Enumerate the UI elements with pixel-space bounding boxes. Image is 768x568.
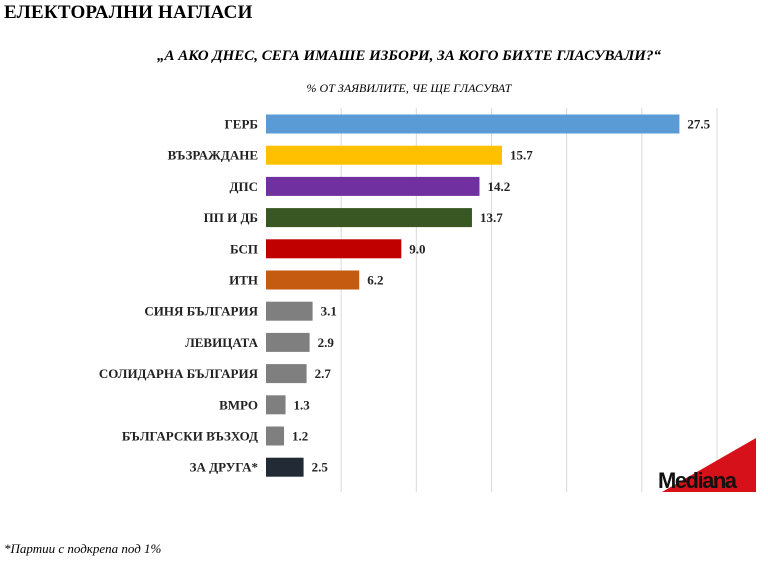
mediana-logo: Mediana [658, 438, 756, 492]
data-label: 2.7 [315, 366, 332, 381]
logo-text: Mediana [658, 468, 737, 493]
data-label: 3.1 [321, 304, 337, 319]
chart-title: „А АКО ДНЕС, СЕГА ИМАШЕ ИЗБОРИ, ЗА КОГО … [157, 48, 661, 64]
category-label: ВМРО [219, 397, 258, 412]
bar [266, 426, 285, 446]
category-label: СОЛИДАРНА БЪЛГАРИЯ [99, 366, 259, 381]
data-label: 27.5 [687, 117, 710, 132]
bar [266, 364, 307, 384]
bar [266, 145, 503, 165]
data-label: 2.9 [318, 335, 335, 350]
data-label: 9.0 [409, 241, 425, 256]
bar [266, 114, 680, 134]
bar [266, 208, 472, 228]
data-label: 1.2 [292, 429, 308, 444]
bar [266, 332, 310, 352]
category-label: БЪЛГАРСКИ ВЪЗХОД [122, 429, 258, 444]
bar [266, 457, 304, 477]
chart-subtitle: % ОТ ЗАЯВИЛИТЕ, ЧЕ ЩЕ ГЛАСУВАТ [306, 81, 512, 95]
bar [266, 270, 360, 290]
data-label: 14.2 [487, 179, 510, 194]
footnote: *Партии с подкрепа под 1% [4, 541, 162, 556]
data-label: 1.3 [294, 397, 311, 412]
bar [266, 176, 480, 196]
category-label: ПП И ДБ [204, 210, 258, 225]
bar [266, 301, 313, 321]
category-label: СИНЯ БЪЛГАРИЯ [144, 304, 258, 319]
category-label: ДПС [230, 179, 258, 194]
category-label: ВЪЗРАЖДАНЕ [168, 148, 258, 163]
data-label: 15.7 [510, 148, 533, 163]
category-label: ЛЕВИЦАТА [185, 335, 259, 350]
bar [266, 239, 402, 259]
logo-triangle [662, 438, 756, 492]
page-title: ЕЛЕКТОРАЛНИ НАГЛАСИ [4, 2, 253, 23]
data-label: 13.7 [480, 210, 503, 225]
bar [266, 395, 286, 415]
data-label: 6.2 [367, 273, 383, 288]
category-label: ИТН [229, 273, 258, 288]
data-label: 2.5 [312, 460, 329, 475]
category-label: ГЕРБ [225, 117, 258, 132]
category-label: ЗА ДРУГА* [190, 460, 258, 475]
category-label: БСП [230, 241, 258, 256]
